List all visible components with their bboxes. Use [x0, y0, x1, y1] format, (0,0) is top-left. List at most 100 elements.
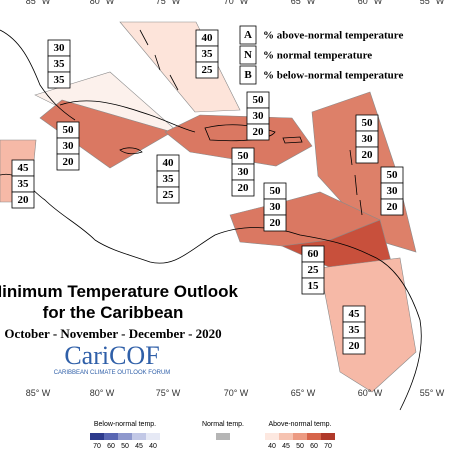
- coast-hispaniola: [204, 124, 276, 142]
- region-box: 30 35 35: [47, 39, 71, 89]
- scale-tick: 60: [107, 443, 115, 450]
- scale-tick: 70: [93, 443, 101, 450]
- title-line-1: Minimum Temperature Outlook: [0, 282, 239, 301]
- region-value: 20: [253, 126, 265, 138]
- scale-label: Normal temp.: [202, 421, 244, 428]
- scale-swatch: [265, 433, 279, 440]
- color-scale: Below-normal temp. 70 60 50 45 40 Normal temp.…: [90, 421, 335, 450]
- coast-islands: [139, 29, 363, 216]
- legend-key-box: [239, 45, 257, 65]
- scale-swatch: [307, 433, 321, 440]
- scale-label: Below-normal temp.: [94, 421, 156, 428]
- region-box: 40 35 25: [195, 29, 219, 79]
- zone-guianas: [319, 257, 417, 393]
- scale-swatch: [321, 433, 335, 440]
- region-value: 45: [18, 162, 30, 174]
- legend-key-box: [239, 65, 257, 85]
- region-value: 35: [163, 173, 175, 185]
- region-box: 50 30 20: [246, 91, 270, 141]
- lon-label: 85° W: [26, 388, 51, 398]
- region-cell: [301, 277, 325, 295]
- legend-text: % below-normal temperature: [263, 70, 403, 82]
- region-box: 50 30 20: [56, 121, 80, 171]
- region-box: 50 30 20: [231, 147, 255, 197]
- region-value: 60: [308, 248, 320, 260]
- region-value: 35: [202, 48, 214, 60]
- logo-tagline: CARIBBEAN CLIMATE OUTLOOK FORUM: [54, 370, 171, 376]
- region-value: 35: [54, 74, 66, 86]
- lon-label: 55° W: [420, 0, 445, 6]
- region-value: 45: [349, 308, 361, 320]
- region-cell: [263, 214, 287, 232]
- region-value: 20: [362, 149, 374, 161]
- scale-tick: 50: [121, 443, 129, 450]
- region-cell: [380, 198, 404, 216]
- coast-mainland: [0, 173, 422, 411]
- region-cell: [56, 153, 80, 171]
- region-value: 40: [163, 157, 175, 169]
- region-value: 30: [63, 140, 75, 152]
- region-value: 20: [63, 156, 75, 168]
- coast-florida: [0, 29, 76, 121]
- scale-swatch: [90, 433, 104, 440]
- lon-label: 80° W: [90, 0, 115, 6]
- logo-name: CariCOF: [64, 341, 159, 370]
- scale-swatch: [216, 433, 230, 440]
- scale-swatch: [293, 433, 307, 440]
- legend: A % above-normal temperature N % normal tem…: [239, 25, 403, 85]
- region-value: 20: [18, 194, 30, 206]
- region-box: 45 35 20: [11, 159, 35, 209]
- title-line-3: October - November - December - 2020: [4, 326, 221, 341]
- region-value: 30: [253, 110, 265, 122]
- region-value: 15: [308, 280, 320, 292]
- lon-label: 60° W: [358, 0, 383, 6]
- region-cell: [246, 123, 270, 141]
- zone-bahamas: [119, 21, 241, 113]
- scale-swatch: [104, 433, 118, 440]
- scale-tick: 45: [135, 443, 143, 450]
- coast-cuba: [59, 100, 196, 133]
- lon-label: 75° W: [156, 388, 181, 398]
- region-value: 35: [349, 324, 361, 336]
- region-cell: [156, 186, 180, 204]
- title-line-2: for the Caribbean: [43, 303, 184, 322]
- lon-label: 85° W: [26, 0, 51, 6]
- region-box: 50 30 20: [380, 166, 404, 216]
- legend-key: N: [244, 49, 252, 61]
- scale-tick: 40: [149, 443, 157, 450]
- lon-labels-top: 85° W 80° W 75° W 70° W 65° W 60° W 55° W: [26, 0, 445, 6]
- region-cell: [355, 146, 379, 164]
- region-box: 45 35 20: [342, 305, 366, 355]
- region-value: 50: [270, 185, 282, 197]
- region-value: 35: [18, 178, 30, 190]
- scale-tick: 60: [310, 443, 318, 450]
- region-value: 35: [54, 58, 66, 70]
- region-cell: [47, 71, 71, 89]
- coast-jamaica: [119, 147, 143, 155]
- scale-label: Above-normal temp.: [268, 421, 331, 428]
- legend-text: % normal temperature: [263, 50, 372, 62]
- lon-label: 75° W: [156, 0, 181, 6]
- region-value: 20: [349, 340, 361, 352]
- region-value: 30: [54, 42, 66, 54]
- lon-labels-bottom: 85° W 80° W 75° W 70° W 65° W 60° W 55° W: [26, 388, 445, 398]
- lon-label: 65° W: [291, 0, 316, 6]
- legend-text: % above-normal temperature: [263, 30, 403, 42]
- region-cell: [231, 179, 255, 197]
- region-value: 25: [202, 64, 214, 76]
- region-value: 50: [63, 124, 75, 136]
- region-value: 30: [387, 185, 399, 197]
- legend-key: A: [244, 29, 252, 41]
- lon-label: 70° W: [224, 388, 249, 398]
- scale-tick: 70: [324, 443, 332, 450]
- scale-swatch: [132, 433, 146, 440]
- coastlines: [0, 29, 422, 411]
- scale-swatch: [146, 433, 160, 440]
- region-value: 25: [163, 189, 175, 201]
- region-value: 50: [387, 169, 399, 181]
- region-value: 20: [387, 201, 399, 213]
- region-box: 40 35 25: [156, 154, 180, 204]
- region-value: 40: [202, 32, 214, 44]
- region-value: 50: [238, 150, 250, 162]
